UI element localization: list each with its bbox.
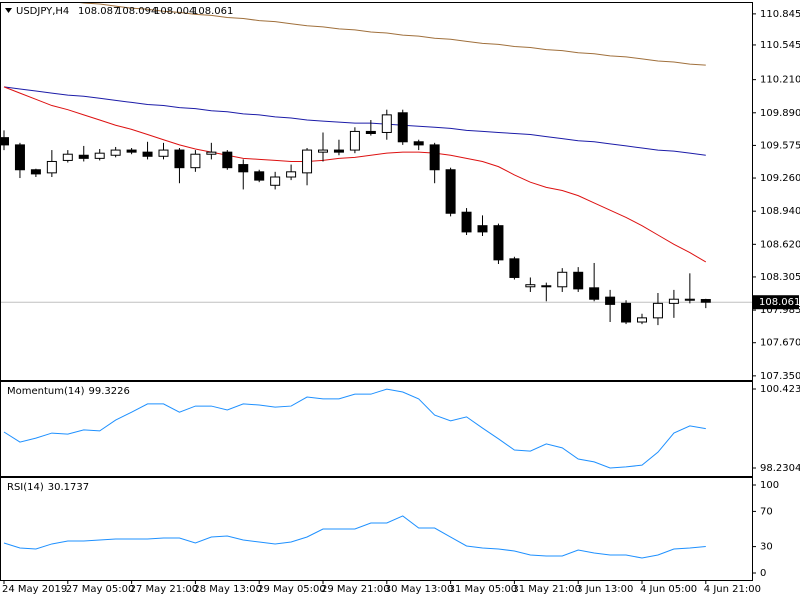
- y-tick-label: 110.210: [760, 75, 800, 86]
- x-tick-label: 31 May 05:00: [449, 584, 518, 595]
- candle-body: [668, 298, 679, 304]
- indicator-title: RSI(14) 30.1737: [7, 482, 89, 493]
- indicator-line: [3, 515, 706, 559]
- y-tick-label: 109.260: [760, 173, 800, 184]
- x-tick-label: 29 May 21:00: [321, 584, 390, 595]
- candle-body: [637, 317, 647, 323]
- menu-arrow: [5, 8, 12, 13]
- candle-body: [684, 298, 695, 301]
- candle-body: [78, 154, 89, 159]
- moving-average-line: [3, 86, 707, 263]
- candle-body: [700, 299, 711, 303]
- candle-body: [557, 271, 568, 288]
- x-tick-label: 28 May 13:00: [193, 584, 262, 595]
- y-tick-label: 107.670: [760, 338, 800, 349]
- x-tick-label: 4 Jun 05:00: [640, 584, 697, 595]
- candle-body: [206, 151, 217, 155]
- candle-body: [286, 171, 297, 178]
- y-tick-label: 100: [760, 480, 779, 491]
- candle-body: [429, 144, 440, 171]
- header-close: 108.061: [192, 6, 233, 17]
- candle-body: [254, 171, 265, 181]
- header-low: 108.004: [154, 6, 195, 17]
- rsi-panel-frame: [0, 477, 753, 581]
- candle-body: [190, 153, 201, 169]
- candle-body: [365, 130, 376, 135]
- candle-body: [270, 176, 281, 186]
- main-plot: [1, 3, 752, 326]
- y-tick-label: 108.620: [760, 239, 800, 250]
- candle-body: [110, 149, 121, 156]
- chart-title: USDJPY,H4: [16, 6, 69, 17]
- indicator-title: Momentum(14) 99.3226: [7, 386, 130, 397]
- candle-body: [445, 169, 456, 214]
- y-tick-label: 30: [760, 542, 773, 553]
- indicator-value: 99.3226: [89, 386, 130, 397]
- indicator-name: RSI(14): [7, 482, 44, 493]
- candle-body: [381, 114, 392, 133]
- x-tick-label: 3 Jun 13:00: [576, 584, 633, 595]
- candle-body: [493, 225, 504, 261]
- candle-body: [94, 152, 105, 159]
- candle-body: [397, 112, 408, 143]
- x-tick-label: 31 May 21:00: [512, 584, 581, 595]
- y-tick-label: 107.985: [760, 305, 800, 316]
- x-tick-label: 27 May 21:00: [130, 584, 199, 595]
- y-tick-label: 100.4238: [760, 384, 800, 395]
- candle-body: [605, 296, 616, 305]
- candle-body: [238, 164, 249, 173]
- x-tick-label: 27 May 05:00: [66, 584, 135, 595]
- candle-body: [158, 149, 169, 157]
- y-tick-label: 109.890: [760, 108, 800, 119]
- candle-body: [14, 144, 25, 171]
- y-tick-label: 108.940: [760, 206, 800, 217]
- indicator-line: [3, 388, 706, 469]
- last-price-label: 108.061: [759, 297, 800, 308]
- x-tick-label: 29 May 05:00: [257, 584, 326, 595]
- y-tick-label: 70: [760, 506, 773, 517]
- candle-body: [461, 211, 472, 233]
- x-tick-label: 4 Jun 21:00: [704, 584, 761, 595]
- indicator-name: Momentum(14): [7, 386, 85, 397]
- y-tick-label: 109.575: [760, 140, 800, 151]
- candle-body: [541, 285, 552, 288]
- candle-body: [349, 130, 360, 151]
- candle-body: [589, 287, 600, 300]
- header-high: 108.094: [116, 6, 157, 17]
- candle-body: [222, 151, 233, 169]
- candle-body: [30, 169, 41, 175]
- y-tick-label: 110.845: [760, 9, 800, 20]
- y-tick-label: 98.2304: [760, 463, 800, 474]
- candle-body: [573, 271, 584, 290]
- candle-body: [509, 258, 520, 278]
- moving-average-line: [3, 86, 706, 156]
- y-tick-label: 108.305: [760, 272, 800, 283]
- candle-body: [1, 137, 9, 146]
- y-tick-label: 0: [760, 568, 766, 579]
- main-panel-frame: [0, 2, 753, 381]
- candle-body: [142, 151, 153, 157]
- y-tick-label: 107.350: [760, 371, 800, 382]
- candle-body: [46, 160, 57, 174]
- candle-body: [477, 225, 488, 233]
- y-tick-label: 110.545: [760, 40, 800, 51]
- last-price-box: [753, 295, 799, 310]
- candle-body: [413, 141, 424, 146]
- candle-body: [333, 149, 344, 153]
- candle-body: [621, 302, 632, 323]
- header-open: 108.087: [78, 6, 119, 17]
- x-tick-label: 24 May 2019: [2, 584, 67, 595]
- candle-body: [174, 149, 185, 169]
- candle-body: [62, 153, 73, 161]
- candle-body: [126, 149, 137, 153]
- candle-body: [525, 284, 536, 288]
- candle-body: [318, 149, 328, 153]
- x-tick-label: 30 May 13:00: [385, 584, 454, 595]
- candle-body: [302, 149, 313, 174]
- indicator-value: 30.1737: [48, 482, 89, 493]
- momentum-panel-frame: [0, 381, 753, 477]
- moving-average-line: [79, 3, 706, 66]
- candle-body: [652, 302, 663, 319]
